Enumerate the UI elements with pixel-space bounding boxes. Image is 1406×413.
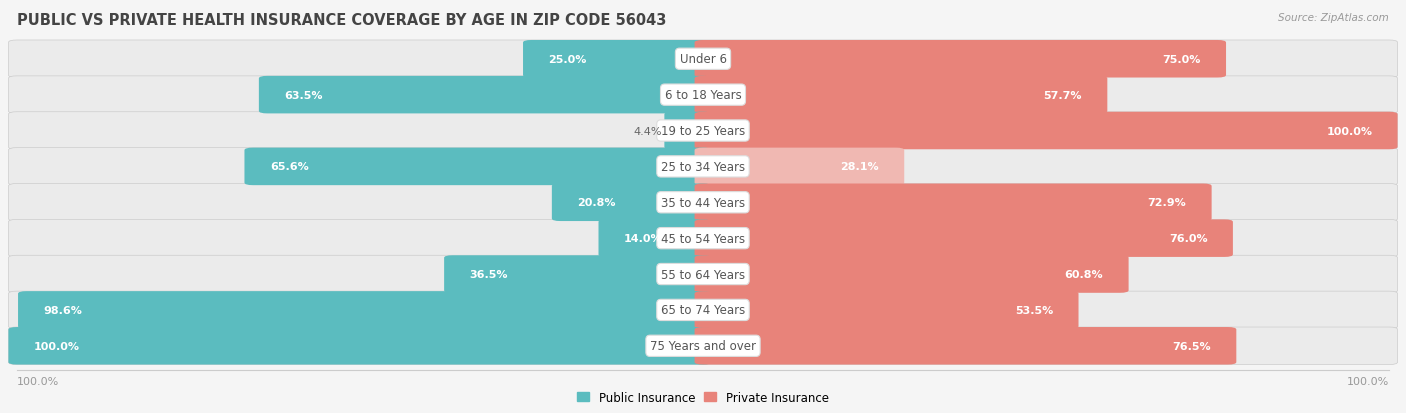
FancyBboxPatch shape [665, 112, 711, 150]
FancyBboxPatch shape [695, 256, 1129, 293]
Text: 100.0%: 100.0% [1326, 126, 1372, 136]
FancyBboxPatch shape [8, 327, 711, 365]
Text: PUBLIC VS PRIVATE HEALTH INSURANCE COVERAGE BY AGE IN ZIP CODE 56043: PUBLIC VS PRIVATE HEALTH INSURANCE COVER… [17, 13, 666, 28]
Text: 4.4%: 4.4% [633, 126, 662, 136]
Text: 75 Years and over: 75 Years and over [650, 339, 756, 352]
Text: 100.0%: 100.0% [17, 376, 59, 386]
FancyBboxPatch shape [695, 184, 1212, 221]
FancyBboxPatch shape [599, 220, 711, 257]
Text: 63.5%: 63.5% [284, 90, 323, 100]
Text: 36.5%: 36.5% [470, 269, 508, 279]
Text: Under 6: Under 6 [679, 53, 727, 66]
Text: 65.6%: 65.6% [270, 162, 308, 172]
FancyBboxPatch shape [695, 148, 904, 186]
Text: 76.0%: 76.0% [1168, 234, 1208, 244]
Text: 35 to 44 Years: 35 to 44 Years [661, 196, 745, 209]
FancyBboxPatch shape [8, 148, 1398, 186]
Text: 100.0%: 100.0% [1347, 376, 1389, 386]
Text: 60.8%: 60.8% [1064, 269, 1104, 279]
FancyBboxPatch shape [444, 256, 711, 293]
Text: 72.9%: 72.9% [1147, 198, 1187, 208]
FancyBboxPatch shape [695, 327, 1236, 365]
FancyBboxPatch shape [18, 292, 711, 329]
FancyBboxPatch shape [8, 112, 1398, 150]
FancyBboxPatch shape [8, 184, 1398, 221]
Text: 28.1%: 28.1% [841, 162, 879, 172]
FancyBboxPatch shape [695, 292, 1078, 329]
Text: 6 to 18 Years: 6 to 18 Years [665, 89, 741, 102]
FancyBboxPatch shape [245, 148, 711, 186]
Text: 57.7%: 57.7% [1043, 90, 1083, 100]
FancyBboxPatch shape [8, 77, 1398, 114]
Text: 19 to 25 Years: 19 to 25 Years [661, 125, 745, 138]
Text: 20.8%: 20.8% [576, 198, 616, 208]
Legend: Public Insurance, Private Insurance: Public Insurance, Private Insurance [574, 387, 832, 407]
FancyBboxPatch shape [8, 220, 1398, 257]
FancyBboxPatch shape [8, 327, 1398, 365]
FancyBboxPatch shape [259, 77, 711, 114]
FancyBboxPatch shape [551, 184, 711, 221]
Text: 55 to 64 Years: 55 to 64 Years [661, 268, 745, 281]
Text: 25 to 34 Years: 25 to 34 Years [661, 161, 745, 173]
Text: 65 to 74 Years: 65 to 74 Years [661, 304, 745, 317]
FancyBboxPatch shape [8, 292, 1398, 329]
Text: 25.0%: 25.0% [548, 55, 586, 64]
Text: Source: ZipAtlas.com: Source: ZipAtlas.com [1278, 13, 1389, 23]
Text: 76.5%: 76.5% [1173, 341, 1211, 351]
FancyBboxPatch shape [695, 41, 1226, 78]
FancyBboxPatch shape [695, 77, 1108, 114]
FancyBboxPatch shape [8, 41, 1398, 78]
Text: 53.5%: 53.5% [1015, 305, 1053, 315]
FancyBboxPatch shape [695, 112, 1398, 150]
Text: 75.0%: 75.0% [1163, 55, 1201, 64]
Text: 98.6%: 98.6% [44, 305, 82, 315]
Text: 14.0%: 14.0% [624, 234, 662, 244]
Text: 45 to 54 Years: 45 to 54 Years [661, 232, 745, 245]
FancyBboxPatch shape [523, 41, 711, 78]
Text: 100.0%: 100.0% [34, 341, 80, 351]
FancyBboxPatch shape [695, 220, 1233, 257]
FancyBboxPatch shape [8, 256, 1398, 293]
